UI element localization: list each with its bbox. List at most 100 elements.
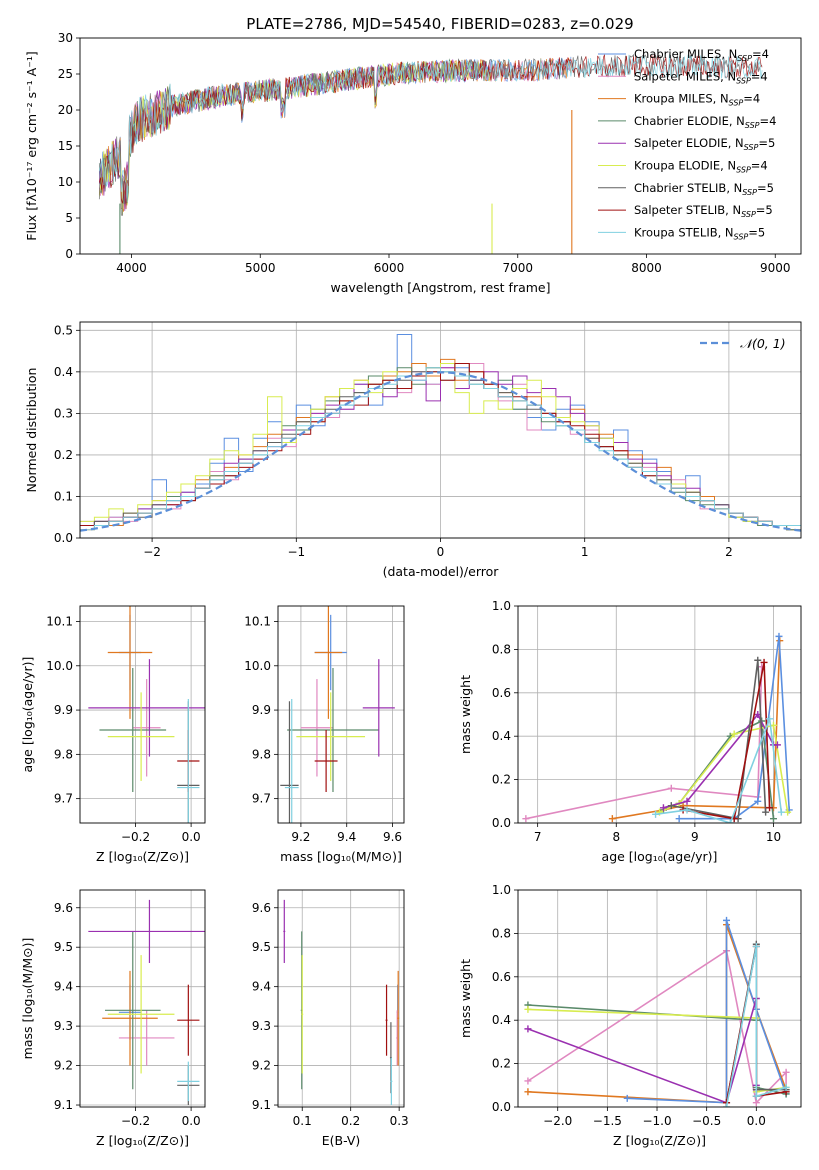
residuals-xtick-label: −1 bbox=[287, 545, 305, 559]
spectrum-xtick-label: 6000 bbox=[374, 261, 405, 275]
residuals-xlabel: (data-model)/error bbox=[383, 564, 500, 579]
spectrum-ytick-label: 25 bbox=[58, 67, 73, 81]
age-vs-Z-ytick-label: 9.9 bbox=[54, 703, 73, 717]
weight-marker bbox=[524, 1005, 532, 1013]
weight-marker bbox=[762, 808, 770, 816]
mass-vs-Z-ytick-label: 9.4 bbox=[54, 980, 73, 994]
mass-vs-ebv-xtick-label: 0.3 bbox=[390, 1114, 409, 1128]
age-vs-Z-ytick-label: 9.8 bbox=[54, 747, 73, 761]
massweight-vs-Z-xtick-label: 0.0 bbox=[747, 1114, 766, 1128]
age-vs-Z-xtick-label: −0.2 bbox=[121, 830, 150, 844]
massweight-vs-age-xtick-label: 8 bbox=[612, 830, 620, 844]
weight-marker bbox=[777, 808, 785, 816]
massweight-vs-age-ylabel: mass weight bbox=[458, 675, 473, 754]
spectrum-ytick-label: 0 bbox=[65, 247, 73, 261]
residuals-ytick-label: 0.1 bbox=[54, 489, 73, 503]
massweight-vs-age-ytick-label: 0.6 bbox=[492, 686, 511, 700]
mass-vs-Z-ylabel: mass [log₁₀(M/M⊙)] bbox=[20, 938, 35, 1060]
massweight-vs-age-ytick-label: 0.8 bbox=[492, 642, 511, 656]
weight-marker bbox=[675, 815, 683, 823]
weight-marker bbox=[524, 1088, 532, 1096]
weight-marker bbox=[760, 658, 768, 666]
massweight-vs-Z-frame bbox=[517, 889, 802, 1108]
weight-line bbox=[671, 660, 767, 820]
figure-title: PLATE=2786, MJD=54540, FIBERID=0283, z=0… bbox=[246, 15, 633, 33]
age-vs-Z-axes: −0.2 0.0 9.7 9.8 9.9 10.0 10.1 Z [log₁₀(Z/Z⊙)] a… bbox=[20, 606, 205, 864]
spectrum-ytick-label: 10 bbox=[58, 175, 73, 189]
error-cross bbox=[362, 659, 395, 757]
weight-marker bbox=[667, 802, 675, 810]
massweight-vs-age-xtick-label: 9 bbox=[691, 830, 699, 844]
age-vs-Z-xlabel: Z [log₁₀(Z/Z⊙)] bbox=[96, 849, 189, 864]
error-cross bbox=[105, 931, 161, 1090]
massweight-vs-Z-ylabel: mass weight bbox=[458, 959, 473, 1038]
massweight-vs-age-frame bbox=[517, 605, 802, 824]
residuals-xtick-label: −2 bbox=[143, 545, 161, 559]
spectrum-frame bbox=[79, 37, 802, 255]
spectrum-line bbox=[98, 54, 763, 210]
error-cross bbox=[314, 606, 343, 719]
weight-marker bbox=[667, 784, 675, 792]
weight-line bbox=[525, 666, 763, 820]
mass-vs-ebv-ytick-label: 9.4 bbox=[252, 980, 271, 994]
age-vs-mass-series bbox=[280, 606, 395, 823]
weight-marker bbox=[659, 804, 667, 812]
legend-label: Chabrier MILES, NSSP=4 bbox=[634, 47, 769, 63]
mass-vs-ebv-ytick-label: 9.5 bbox=[252, 940, 271, 954]
massweight-vs-age-ytick-label: 0.4 bbox=[492, 729, 511, 743]
error-cross bbox=[88, 659, 205, 757]
massweight-vs-Z-xlabel: Z [log₁₀(Z/Z⊙)] bbox=[613, 1133, 706, 1148]
age-vs-Z-ytick-label: 10.1 bbox=[46, 615, 73, 629]
massweight-vs-age-ytick-label: 0.0 bbox=[492, 816, 511, 830]
mass-vs-ebv-xlabel: E(B-V) bbox=[322, 1133, 361, 1148]
error-cross bbox=[177, 699, 200, 823]
age-vs-mass-ytick-label: 9.9 bbox=[252, 703, 271, 717]
massweight-vs-age-xtick-label: 10 bbox=[766, 830, 781, 844]
weight-line bbox=[655, 718, 783, 823]
age-vs-mass-ytick-label: 9.8 bbox=[252, 747, 271, 761]
weight-marker bbox=[723, 916, 731, 924]
age-vs-mass-frame bbox=[277, 605, 405, 824]
residuals-ylabel: Normed distribution bbox=[24, 368, 39, 493]
mass-vs-ebv-ytick-label: 9.3 bbox=[252, 1019, 271, 1033]
age-vs-Z-series bbox=[88, 606, 205, 823]
weight-marker bbox=[730, 730, 738, 738]
weight-line bbox=[682, 662, 771, 820]
weight-marker bbox=[784, 808, 792, 816]
error-cross bbox=[390, 1057, 393, 1106]
weight-marker bbox=[723, 1103, 731, 1107]
spectrum-xtick-label: 7000 bbox=[502, 261, 533, 275]
massweight-vs-age-ytick-label: 0.2 bbox=[492, 773, 511, 787]
mass-vs-Z-axes: −0.2 0.0 9.1 9.2 9.3 9.4 9.5 9.6 Z [log₁₀(Z/Z⊙)]… bbox=[20, 890, 205, 1148]
weight-marker bbox=[683, 806, 691, 814]
error-cross bbox=[102, 970, 158, 1066]
weight-marker bbox=[766, 804, 774, 812]
legend-label: Kroupa MILES, NSSP=4 bbox=[634, 92, 760, 108]
massweight-vs-Z-xtick-label: −1.5 bbox=[593, 1114, 622, 1128]
mass-vs-Z-xtick-label: −0.2 bbox=[121, 1114, 150, 1128]
age-vs-Z-ytick-label: 10.0 bbox=[46, 659, 73, 673]
weight-marker bbox=[524, 1025, 532, 1033]
weight-marker bbox=[754, 656, 762, 664]
error-cross bbox=[177, 1061, 200, 1102]
weight-marker bbox=[752, 942, 760, 950]
massweight-vs-Z-ytick-label: 0.8 bbox=[492, 926, 511, 940]
mass-vs-ebv-ytick-label: 9.1 bbox=[252, 1098, 271, 1112]
spectrum-ytick-label: 20 bbox=[58, 103, 73, 117]
weight-marker bbox=[754, 797, 762, 805]
residuals-ytick-label: 0.0 bbox=[54, 531, 73, 545]
legend-label: Chabrier STELIB, NSSP=5 bbox=[634, 181, 774, 197]
age-vs-mass-ytick-label: 9.7 bbox=[252, 792, 271, 806]
age-vs-mass-xtick-label: 9.2 bbox=[291, 830, 310, 844]
error-cross bbox=[397, 970, 400, 1066]
histogram-step bbox=[80, 367, 801, 538]
residuals-xtick-label: 1 bbox=[581, 545, 589, 559]
error-cross bbox=[107, 692, 175, 781]
age-vs-mass-xtick-label: 9.6 bbox=[383, 830, 402, 844]
weight-marker bbox=[683, 797, 691, 805]
mass-vs-ebv-xtick-label: 0.1 bbox=[293, 1114, 312, 1128]
mass-vs-ebv-series bbox=[283, 899, 400, 1106]
weight-line bbox=[725, 946, 787, 1107]
error-cross bbox=[284, 699, 299, 823]
massweight-vs-Z-series bbox=[524, 916, 790, 1107]
